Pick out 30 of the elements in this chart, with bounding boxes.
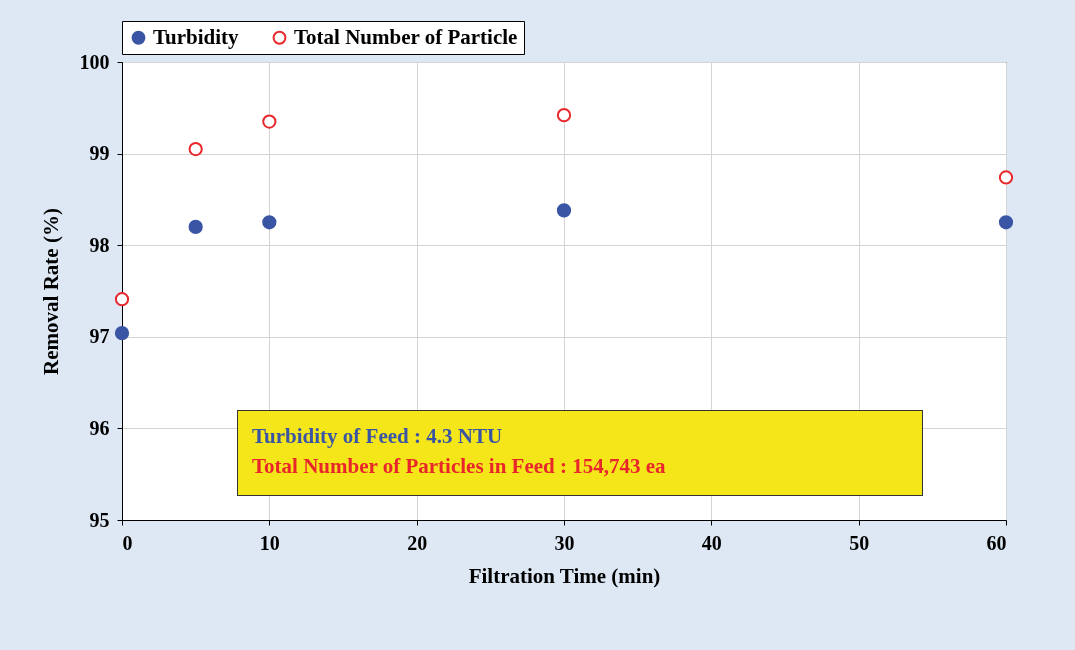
x-tick-label: 10 — [259, 531, 280, 554]
y-tick-label: 96 — [89, 416, 110, 439]
annotation: Turbidity of Feed : 4.3 NTU — [252, 423, 504, 450]
x-tick-label: 60 — [986, 531, 1007, 554]
x-axis-title: Filtration Time (min) — [468, 563, 661, 588]
point — [188, 141, 203, 157]
y-tick-label: 95 — [89, 508, 110, 531]
legend-label: Turbidity — [153, 24, 240, 49]
x-tick-label: 0 — [122, 531, 133, 554]
point — [998, 215, 1014, 230]
x-tick-label: 50 — [849, 531, 870, 554]
legend-label: Total Number of Particle — [294, 24, 518, 49]
y-tick-label: 100 — [79, 50, 110, 73]
y-axis-title: Removal Rate (%) — [38, 208, 63, 375]
point — [556, 203, 572, 218]
y-tick-label: 99 — [89, 142, 110, 165]
y-tick-label: 98 — [89, 233, 110, 256]
y-tick-label: 97 — [89, 325, 110, 348]
annotation: Total Number of Particles in Feed : 154,743 ea — [252, 453, 667, 480]
point — [262, 114, 277, 129]
point — [114, 292, 130, 307]
x-tick-label: 30 — [554, 531, 575, 554]
x-tick-label: 40 — [701, 531, 722, 554]
x-tick-label: 20 — [407, 531, 428, 554]
point — [114, 326, 130, 341]
point — [998, 170, 1014, 185]
point — [262, 215, 277, 230]
note-box: Turbidity of Feed : 4.3 NTU Total Number of Particles in Feed : 154,743 ea — [237, 410, 923, 496]
point — [556, 108, 572, 123]
point — [188, 219, 203, 234]
